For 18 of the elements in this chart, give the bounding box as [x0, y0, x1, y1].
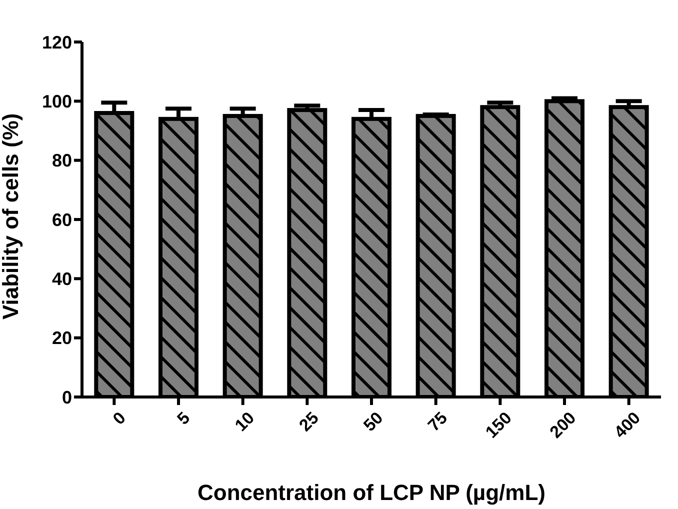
y-tick-label: 120 [42, 32, 72, 52]
x-tick-label: 50 [360, 408, 387, 436]
y-tick-label: 60 [52, 210, 72, 230]
y-tick-label: 20 [52, 328, 72, 348]
y-axis-title: Viability of cells (%) [0, 113, 23, 320]
y-tick-label: 0 [62, 387, 72, 408]
x-tick-label: 400 [610, 408, 644, 442]
x-tick-label: 10 [231, 408, 258, 436]
x-tick-label: 200 [546, 408, 580, 442]
x-tick-label: 75 [424, 408, 452, 436]
x-tick-label: 0 [109, 408, 130, 428]
y-tick-label: 80 [52, 150, 72, 171]
x-tick-label: 150 [482, 408, 516, 442]
x-tick-label: 5 [174, 408, 194, 428]
x-axis-title: Concentration of LCP NP (µg/mL) [198, 480, 546, 505]
y-tick-label: 40 [52, 269, 72, 290]
x-tick-label: 25 [296, 408, 322, 436]
y-tick-label: 100 [42, 92, 72, 112]
